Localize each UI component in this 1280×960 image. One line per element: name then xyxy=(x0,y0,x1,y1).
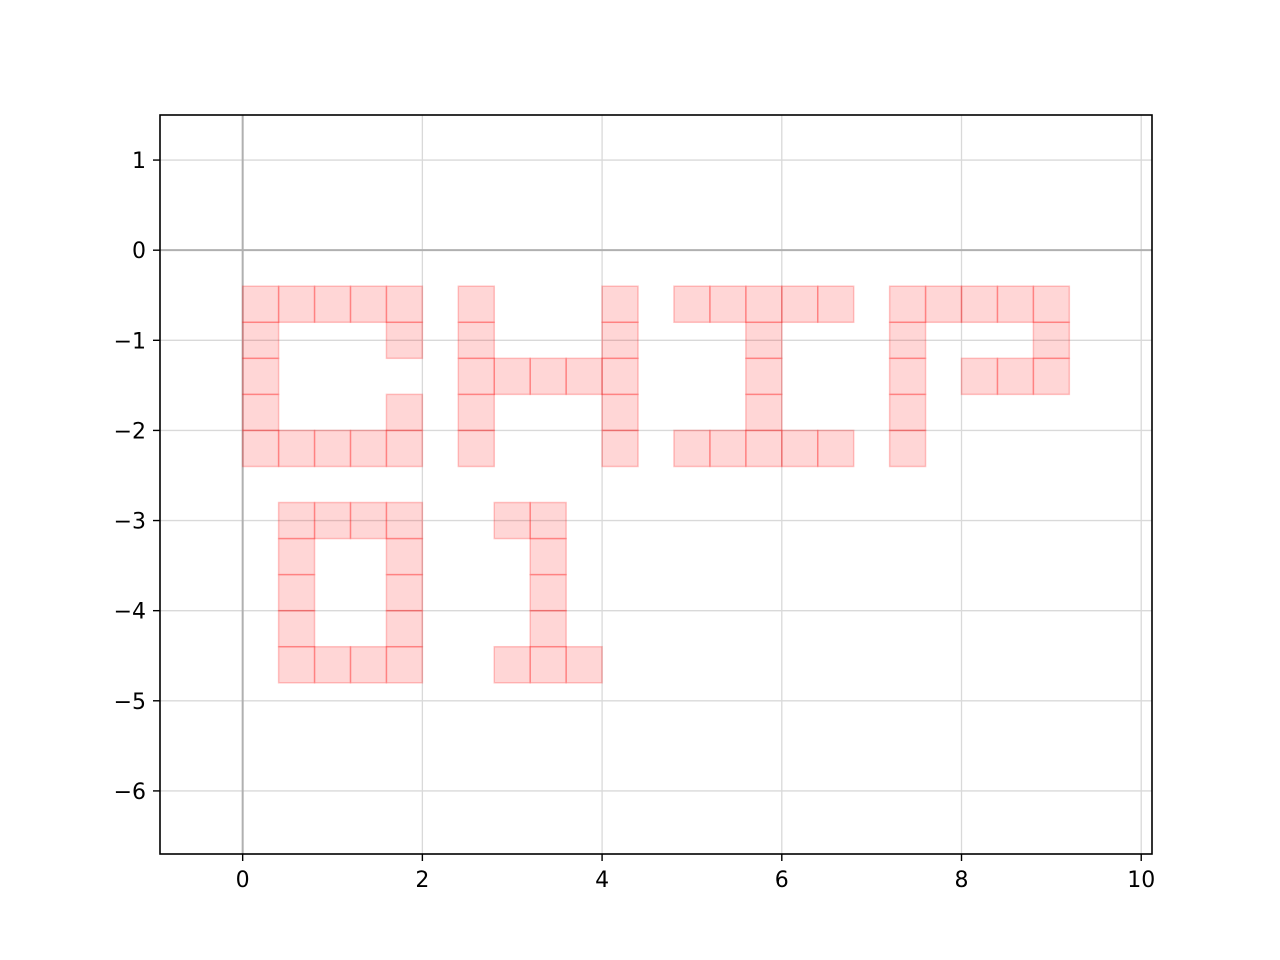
data-cell xyxy=(277,537,316,576)
data-cell xyxy=(313,429,352,468)
y-tick-label: 1 xyxy=(132,149,146,174)
data-cell xyxy=(457,285,496,324)
data-cell xyxy=(385,573,424,612)
data-cell xyxy=(457,429,496,468)
data-cell xyxy=(709,285,747,324)
data-cell xyxy=(457,357,496,396)
data-cell xyxy=(709,429,747,468)
data-cell xyxy=(745,429,783,468)
x-tick-label: 8 xyxy=(955,868,969,893)
axes-frame xyxy=(159,114,1153,855)
reference-lines xyxy=(160,115,1152,854)
data-cell xyxy=(241,393,280,432)
data-cell xyxy=(601,321,639,360)
data-cell xyxy=(241,321,280,360)
data-cell xyxy=(1032,285,1071,324)
data-cell xyxy=(745,393,783,432)
data-cell xyxy=(996,357,1035,396)
data-cell xyxy=(493,501,531,540)
data-cell xyxy=(385,609,424,648)
data-cell xyxy=(277,501,316,540)
data-cell xyxy=(241,429,280,468)
data-cell xyxy=(601,429,639,468)
data-cell xyxy=(888,429,927,468)
grid xyxy=(160,115,1152,854)
data-cell xyxy=(385,501,424,540)
x-tick-label: 2 xyxy=(415,868,429,893)
x-axis: 0 2 4 6 8 10 xyxy=(236,854,1155,893)
data-cell xyxy=(277,609,316,648)
data-cell xyxy=(241,285,280,324)
data-cell xyxy=(960,285,999,324)
data-cell xyxy=(349,645,388,684)
data-cell xyxy=(493,357,531,396)
data-cell xyxy=(745,357,783,396)
data-cell xyxy=(457,393,496,432)
x-tick-label: 6 xyxy=(775,868,789,893)
data-cell xyxy=(601,393,639,432)
data-cell xyxy=(816,429,855,468)
data-cell xyxy=(277,429,316,468)
data-cell xyxy=(673,285,711,324)
data-cell xyxy=(529,609,567,648)
data-cell xyxy=(385,537,424,576)
data-cell xyxy=(529,537,567,576)
data-cell xyxy=(385,429,424,468)
y-tick-label: −4 xyxy=(114,600,146,625)
data-cell xyxy=(313,645,352,684)
y-tick-label: 0 xyxy=(132,239,146,264)
data-cell xyxy=(385,321,424,360)
data-cell xyxy=(996,285,1035,324)
data-cell xyxy=(745,321,783,360)
data-cell xyxy=(277,285,316,324)
data-cell xyxy=(529,357,567,396)
data-cell xyxy=(781,285,819,324)
data-cell xyxy=(888,321,927,360)
x-tick-label: 4 xyxy=(595,868,609,893)
data-cell xyxy=(529,573,567,612)
data-cell xyxy=(565,357,603,396)
y-tick-label: −2 xyxy=(114,419,146,444)
y-axis: 1 0 −1 −2 −3 −4 −5 −6 xyxy=(114,149,160,805)
data-cell xyxy=(385,645,424,684)
data-cell xyxy=(816,285,855,324)
data-cell xyxy=(673,429,711,468)
data-cell xyxy=(349,285,388,324)
data-cell xyxy=(1032,357,1071,396)
y-tick-label: −3 xyxy=(114,510,146,535)
data-cell xyxy=(349,429,388,468)
plot-frame xyxy=(159,114,1153,855)
data-cell xyxy=(888,357,927,396)
data-cell xyxy=(601,357,639,396)
data-cell xyxy=(277,645,316,684)
data-cell xyxy=(457,321,496,360)
data-cell xyxy=(385,285,424,324)
data-cell xyxy=(565,645,603,684)
data-cell xyxy=(529,645,567,684)
data-cell xyxy=(241,357,280,396)
y-tick-label: −5 xyxy=(114,690,146,715)
data-cell xyxy=(601,285,639,324)
data-cell xyxy=(385,393,424,432)
data-cell xyxy=(960,357,999,396)
data-cell xyxy=(888,393,927,432)
data-cell xyxy=(924,285,963,324)
data-cell xyxy=(349,501,388,540)
y-tick-label: −1 xyxy=(114,329,146,354)
data-cell xyxy=(277,573,316,612)
data-cell xyxy=(493,645,531,684)
data-cell xyxy=(313,501,352,540)
x-tick-label: 10 xyxy=(1127,868,1155,893)
data-cell xyxy=(745,285,783,324)
data-cell xyxy=(529,501,567,540)
y-tick-label: −6 xyxy=(114,780,146,805)
data-cell xyxy=(1032,321,1071,360)
data-cell xyxy=(888,285,927,324)
data-cell xyxy=(781,429,819,468)
data-cell xyxy=(313,285,352,324)
data-cells xyxy=(241,285,1071,684)
x-tick-label: 0 xyxy=(236,868,250,893)
